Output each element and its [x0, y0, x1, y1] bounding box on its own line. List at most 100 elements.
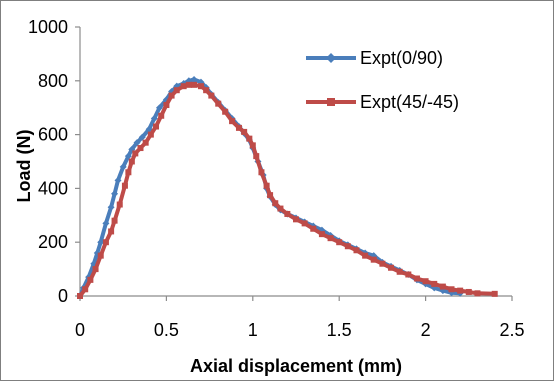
data-point-expt-0-90-9 [114, 176, 122, 184]
data-point-expt-45-45-27 [215, 100, 222, 107]
data-point-expt-45-45-52 [388, 264, 395, 271]
data-point-expt-45-45-17 [158, 112, 165, 119]
data-point-expt-45-45-26 [208, 92, 215, 99]
legend-label-expt-0-90: Expt(0/90) [360, 48, 443, 68]
data-point-expt-45-45-42 [301, 220, 308, 227]
y-tick-label-400: 400 [38, 178, 68, 198]
data-point-expt-45-45-20 [173, 87, 180, 94]
data-point-expt-0-90-23 [190, 75, 198, 83]
data-point-expt-0-90-7 [107, 203, 115, 211]
y-tick-group: 0 200 400 600 800 1000 [28, 17, 80, 306]
data-point-expt-45-45-53 [396, 268, 403, 275]
data-point-expt-45-45-39 [277, 205, 284, 212]
data-point-expt-45-45-14 [142, 139, 149, 146]
data-point-expt-0-90-11 [124, 152, 132, 160]
data-point-expt-45-45-13 [137, 145, 144, 152]
data-point-expt-45-45-57 [431, 280, 438, 287]
y-tick-label-600: 600 [38, 125, 68, 145]
data-point-expt-45-45-5 [102, 239, 109, 246]
data-point-expt-45-45-44 [318, 231, 325, 238]
data-point-expt-0-90-16 [150, 114, 158, 122]
legend-item-expt-0-90: Expt(0/90) [306, 48, 443, 68]
data-point-expt-45-45-34 [253, 153, 260, 160]
data-point-expt-45-45-19 [168, 92, 175, 99]
x-tick-label-2: 2 [421, 320, 431, 340]
data-point-expt-45-45-49 [362, 252, 369, 259]
data-point-expt-45-45-41 [293, 216, 299, 223]
data-point-expt-45-45-60 [457, 287, 464, 294]
data-point-expt-45-45-37 [267, 192, 274, 199]
y-tick-label-200: 200 [38, 232, 68, 252]
data-point-expt-45-45-11 [128, 158, 135, 165]
data-point-expt-45-45-56 [422, 278, 429, 285]
x-tick-label-0-5: 0.5 [154, 320, 179, 340]
data-point-expt-45-45-55 [413, 275, 420, 282]
x-tick-label-2-5: 2.5 [499, 320, 524, 340]
data-point-expt-45-45-16 [153, 123, 160, 130]
data-point-expt-0-90-6 [102, 219, 110, 227]
data-point-expt-45-45-58 [439, 283, 446, 290]
data-point-expt-0-90-13 [133, 139, 141, 147]
data-point-expt-45-45-1 [82, 286, 89, 293]
x-tick-label-0: 0 [75, 320, 85, 340]
data-point-expt-45-45-43 [310, 225, 317, 232]
x-axis-title: Axial displacement (mm) [190, 356, 402, 376]
data-point-expt-45-45-24 [197, 83, 204, 90]
data-point-expt-45-45-32 [246, 135, 253, 142]
y-tick-label-800: 800 [38, 71, 68, 91]
data-point-expt-45-45-54 [405, 271, 412, 278]
data-point-expt-45-45-31 [241, 128, 248, 135]
data-point-expt-45-45-18 [163, 102, 170, 109]
legend-marker-expt-0-90 [326, 53, 336, 63]
legend: Expt(0/90) Expt(45/-45) [306, 48, 459, 112]
data-point-expt-45-45-47 [344, 243, 351, 250]
data-point-expt-45-45-46 [336, 239, 343, 246]
data-point-expt-45-45-40 [284, 210, 291, 217]
data-point-expt-0-90-8 [111, 190, 119, 198]
data-point-expt-45-45-3 [92, 266, 99, 273]
data-point-expt-45-45-7 [111, 217, 118, 224]
data-point-expt-45-45-6 [108, 228, 115, 235]
data-point-expt-0-90-10 [119, 163, 127, 171]
data-point-expt-0-90-17 [155, 104, 163, 112]
data-point-expt-45-45-59 [448, 286, 455, 293]
data-point-expt-45-45-45 [327, 235, 334, 242]
data-point-expt-45-45-9 [121, 182, 128, 189]
data-point-expt-45-45-33 [249, 142, 256, 149]
x-tick-label-1: 1 [248, 320, 258, 340]
data-point-expt-45-45-29 [229, 118, 236, 125]
data-point-expt-45-45-48 [353, 247, 360, 254]
data-point-expt-45-45-4 [97, 252, 104, 259]
data-point-expt-45-45-63 [491, 290, 498, 297]
series-expt-45-45 [77, 81, 498, 299]
data-point-expt-0-90-14 [138, 133, 146, 141]
y-axis-title: Load (N) [14, 130, 34, 203]
data-point-expt-45-45-61 [465, 288, 472, 295]
data-point-expt-45-45-15 [147, 131, 154, 138]
data-point-expt-45-45-28 [222, 108, 229, 115]
legend-item-expt-45-45: Expt(45/-45) [306, 92, 459, 112]
legend-label-expt-45-45: Expt(45/-45) [360, 92, 459, 112]
data-point-expt-45-45-30 [235, 124, 242, 131]
data-point-expt-45-45-12 [132, 150, 139, 157]
x-tick-label-1-5: 1.5 [327, 320, 352, 340]
data-point-expt-45-45-36 [263, 182, 270, 189]
x-tick-group: 0 0.5 1 1.5 2 2.5 [75, 296, 525, 340]
axes [79, 27, 512, 297]
data-point-expt-45-45-21 [180, 83, 187, 90]
y-tick-label-0: 0 [58, 286, 68, 306]
data-point-expt-45-45-2 [87, 276, 94, 283]
data-point-expt-45-45-51 [379, 260, 386, 267]
legend-marker-expt-45-45 [327, 98, 335, 106]
y-tick-label-1000: 1000 [28, 17, 68, 37]
series-line-expt-45-45 [78, 82, 495, 298]
data-point-expt-45-45-22 [185, 81, 192, 88]
data-point-expt-45-45-50 [370, 256, 377, 263]
data-point-expt-45-45-8 [116, 201, 123, 208]
series-layer [76, 75, 498, 300]
data-point-expt-45-45-35 [258, 169, 265, 176]
data-point-expt-45-45-38 [272, 200, 279, 207]
data-point-expt-0-90-5 [97, 238, 105, 246]
